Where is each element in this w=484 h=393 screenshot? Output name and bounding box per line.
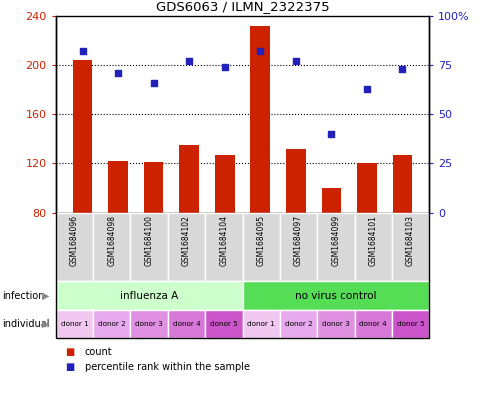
Bar <box>108 161 128 213</box>
Bar <box>242 310 279 338</box>
Text: donor 1: donor 1 <box>247 321 274 327</box>
Text: ■: ■ <box>65 362 75 373</box>
Point <box>327 131 334 137</box>
Text: donor 5: donor 5 <box>396 321 424 327</box>
Text: donor 2: donor 2 <box>98 321 125 327</box>
Bar <box>205 213 242 281</box>
Text: donor 2: donor 2 <box>284 321 312 327</box>
Bar <box>179 145 198 213</box>
Text: GSM1684095: GSM1684095 <box>256 215 265 266</box>
Text: percentile rank within the sample: percentile rank within the sample <box>85 362 249 373</box>
Bar <box>56 213 93 281</box>
Bar <box>130 213 167 281</box>
Bar <box>317 213 354 281</box>
Bar <box>391 310 428 338</box>
Bar <box>279 310 317 338</box>
Text: GSM1684098: GSM1684098 <box>107 215 116 266</box>
Point <box>220 64 228 70</box>
Text: donor 5: donor 5 <box>210 321 237 327</box>
Bar <box>73 60 92 213</box>
Bar <box>93 310 130 338</box>
Bar <box>214 155 234 213</box>
Text: no virus control: no virus control <box>294 290 376 301</box>
Text: influenza A: influenza A <box>120 290 178 301</box>
Bar <box>354 213 391 281</box>
Bar <box>250 26 270 213</box>
Title: GDS6063 / ILMN_2322375: GDS6063 / ILMN_2322375 <box>155 0 329 13</box>
Bar <box>167 310 205 338</box>
Bar <box>130 310 167 338</box>
Bar <box>242 281 428 310</box>
Bar <box>356 163 376 213</box>
Text: donor 3: donor 3 <box>135 321 163 327</box>
Text: donor 3: donor 3 <box>321 321 349 327</box>
Bar <box>56 310 93 338</box>
Bar <box>242 213 279 281</box>
Point <box>363 85 370 92</box>
Bar <box>205 310 242 338</box>
Bar <box>321 188 340 213</box>
Text: ▶: ▶ <box>42 319 50 329</box>
Text: GSM1684101: GSM1684101 <box>368 215 377 266</box>
Text: individual: individual <box>2 319 50 329</box>
Bar <box>317 310 354 338</box>
Bar <box>286 149 305 213</box>
Bar <box>392 155 411 213</box>
Point <box>398 66 406 72</box>
Text: donor 4: donor 4 <box>172 321 200 327</box>
Point <box>114 70 121 76</box>
Text: GSM1684096: GSM1684096 <box>70 215 79 266</box>
Bar <box>56 281 242 310</box>
Point <box>185 58 193 64</box>
Bar <box>93 213 130 281</box>
Bar <box>167 213 205 281</box>
Bar <box>391 213 428 281</box>
Text: GSM1684100: GSM1684100 <box>144 215 153 266</box>
Point <box>150 79 157 86</box>
Point <box>78 48 86 54</box>
Text: GSM1684104: GSM1684104 <box>219 215 228 266</box>
Text: count: count <box>85 347 112 357</box>
Text: GSM1684102: GSM1684102 <box>182 215 191 266</box>
Bar <box>354 310 391 338</box>
Text: infection: infection <box>2 290 45 301</box>
Bar <box>279 213 317 281</box>
Text: GSM1684103: GSM1684103 <box>405 215 414 266</box>
Point <box>291 58 299 64</box>
Text: donor 4: donor 4 <box>359 321 386 327</box>
Bar <box>144 162 163 213</box>
Text: GSM1684099: GSM1684099 <box>331 215 340 266</box>
Text: donor 1: donor 1 <box>60 321 88 327</box>
Text: GSM1684097: GSM1684097 <box>293 215 302 266</box>
Text: ▶: ▶ <box>42 290 50 301</box>
Point <box>256 48 264 54</box>
Text: ■: ■ <box>65 347 75 357</box>
